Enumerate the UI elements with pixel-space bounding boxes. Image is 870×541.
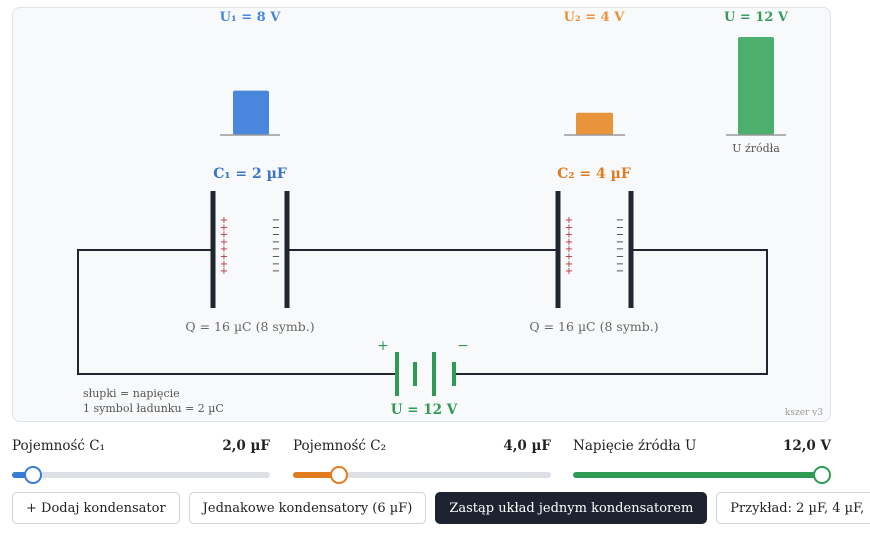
- button-row: + Dodaj kondensator Jednakowe kondensato…: [12, 492, 870, 524]
- slider-u-label: Napięcie źródła U: [573, 438, 697, 454]
- slider-c1-label: Pojemność C₁: [12, 438, 105, 454]
- slider-u-value: 12,0 V: [782, 438, 831, 454]
- c1-plus-charge: +: [220, 259, 228, 270]
- c2-minus-charge: −: [616, 237, 624, 248]
- c1-plus-charge: +: [220, 230, 228, 241]
- c1-plus-charge: +: [220, 222, 228, 233]
- c2-minus-charge: −: [616, 244, 624, 255]
- c2-plus-charge: +: [565, 244, 573, 255]
- battery-label: U = 12 V: [391, 402, 458, 418]
- version-label: kszer v3: [785, 408, 823, 418]
- c2-minus-charge: −: [616, 252, 624, 263]
- c1-plus-charge: +: [220, 244, 228, 255]
- u2-bar: [576, 112, 613, 135]
- c1-minus-charge: −: [272, 252, 280, 263]
- slider-c2-fill: [293, 472, 340, 478]
- c1-minus-charge: −: [272, 244, 280, 255]
- slider-c1-track[interactable]: [12, 466, 270, 484]
- slider-c2-track[interactable]: [293, 466, 551, 484]
- example-button[interactable]: Przykład: 2 µF, 4 µF, 12 V: [716, 492, 870, 524]
- c2-plus-charge: +: [565, 252, 573, 263]
- legend-line-1: słupki = napięcie: [83, 387, 180, 400]
- slider-c2-handle[interactable]: [330, 466, 349, 484]
- c2-plus-charge: +: [565, 222, 573, 233]
- slider-u-fill: [573, 472, 822, 478]
- c1-plus-charge: +: [220, 266, 228, 277]
- c2-plus-charge: +: [565, 266, 573, 277]
- c1-plus-charge: +: [220, 252, 228, 263]
- u1-bar-label: U₁ = 8 V: [220, 10, 282, 25]
- circuit-canvas: U₁ = 8 V U₂ = 4 V U = 12 V U źródła C₁ =…: [12, 7, 831, 422]
- c2-plus-charge: +: [565, 215, 573, 226]
- slider-u: Napięcie źródła U 12,0 V: [573, 438, 831, 484]
- c2-minus-charge: −: [616, 259, 624, 270]
- slider-c2-label: Pojemność C₂: [293, 438, 386, 454]
- c2-plus-charge: +: [565, 230, 573, 241]
- slider-u-handle[interactable]: [813, 466, 831, 484]
- battery-plus-sign: +: [377, 338, 389, 354]
- c1-minus-charge: −: [272, 215, 280, 226]
- c1-label: C₁ = 2 µF: [213, 166, 287, 182]
- slider-u-track[interactable]: [573, 466, 831, 484]
- c2-plus-charge: +: [565, 259, 573, 270]
- slider-c1-fill: [12, 472, 33, 478]
- c1-plus-charge: +: [220, 215, 228, 226]
- c1-minus-charge: −: [272, 259, 280, 270]
- battery-minus-sign: −: [457, 338, 469, 354]
- u2-bar-label: U₂ = 4 V: [564, 10, 626, 25]
- slider-c1-value: 2,0 µF: [222, 438, 270, 454]
- c2-plus-charge: +: [565, 237, 573, 248]
- c2-minus-charge: −: [616, 215, 624, 226]
- replace-with-one-capacitor-button[interactable]: Zastąp układ jednym kondensatorem: [435, 492, 708, 524]
- slider-c1: Pojemność C₁ 2,0 µF: [12, 438, 270, 484]
- c1-minus-charge: −: [272, 222, 280, 233]
- slider-c2-value: 4,0 µF: [503, 438, 551, 454]
- wire-left: [77, 249, 397, 375]
- c2-minus-charge: −: [616, 266, 624, 277]
- add-capacitor-button[interactable]: + Dodaj kondensator: [12, 492, 180, 524]
- source-bar-caption: U źródła: [732, 142, 780, 155]
- c2-minus-charge: −: [616, 230, 624, 241]
- u-source-bar: [738, 37, 774, 135]
- wire-right: [454, 249, 768, 375]
- c1-minus-charge: −: [272, 230, 280, 241]
- c2-charge-label: Q = 16 µC (8 symb.): [529, 319, 658, 334]
- legend-line-2: 1 symbol ładunku = 2 µC: [83, 402, 224, 415]
- c1-plus-charge: +: [220, 237, 228, 248]
- c2-minus-charge: −: [616, 222, 624, 233]
- slider-c1-handle[interactable]: [23, 466, 42, 484]
- slider-c2: Pojemność C₂ 4,0 µF: [293, 438, 551, 484]
- equal-capacitors-button[interactable]: Jednakowe kondensatory (6 µF): [188, 492, 427, 524]
- c2-label: C₂ = 4 µF: [557, 166, 631, 182]
- circuit-diagram: U₁ = 8 V U₂ = 4 V U = 12 V U źródła C₁ =…: [77, 10, 823, 418]
- u1-bar: [233, 90, 269, 135]
- u-bar-label: U = 12 V: [724, 10, 789, 25]
- c1-minus-charge: −: [272, 266, 280, 277]
- c1-minus-charge: −: [272, 237, 280, 248]
- c1-charge-label: Q = 16 µC (8 symb.): [185, 319, 314, 334]
